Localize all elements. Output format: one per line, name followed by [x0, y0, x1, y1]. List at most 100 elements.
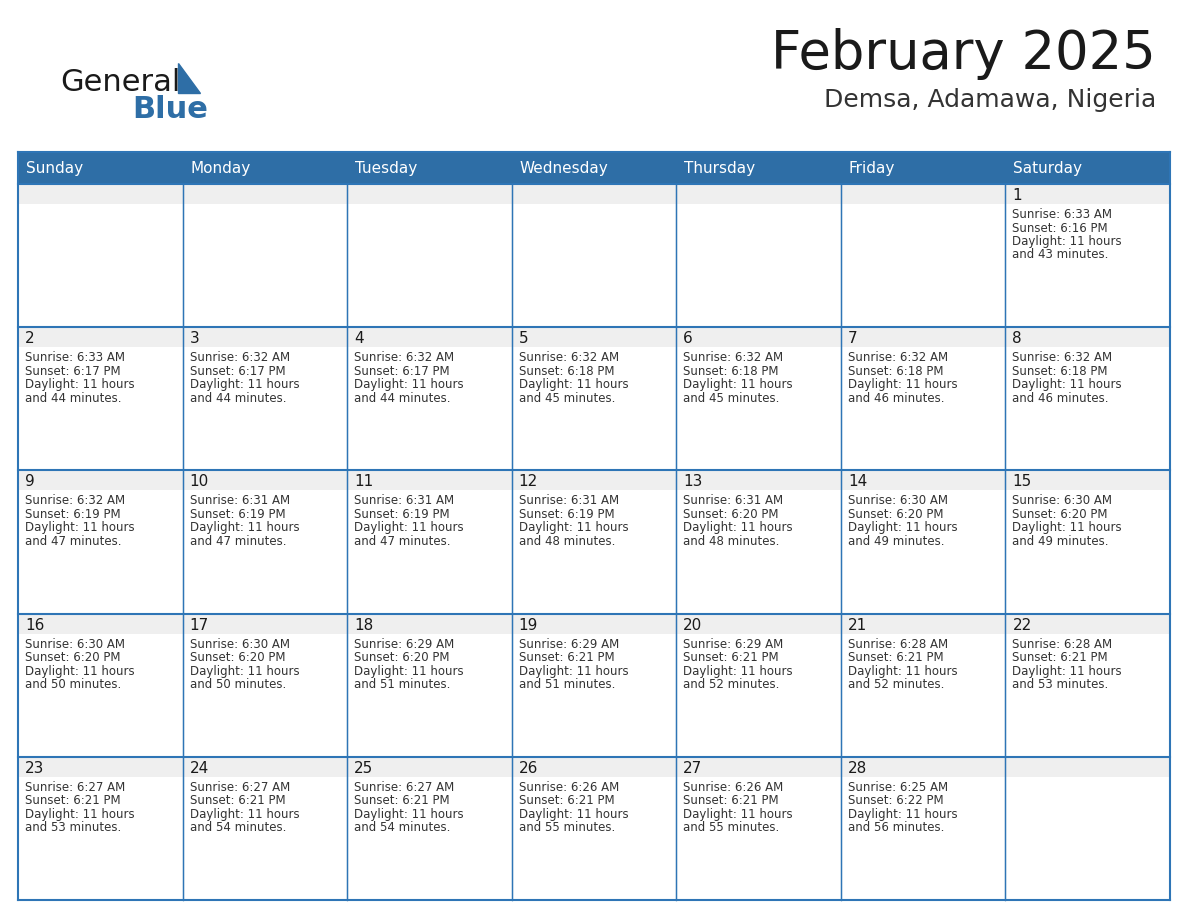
Text: 13: 13 [683, 475, 702, 489]
Bar [183, 613, 347, 633]
Bar [347, 756, 512, 777]
Text: Daylight: 11 hours: Daylight: 11 hours [190, 521, 299, 534]
Bar [512, 756, 676, 777]
Text: Sunrise: 6:33 AM: Sunrise: 6:33 AM [25, 352, 125, 364]
Text: Sunset: 6:21 PM: Sunset: 6:21 PM [683, 794, 779, 807]
Text: 9: 9 [25, 475, 34, 489]
Text: 10: 10 [190, 475, 209, 489]
Text: and 45 minutes.: and 45 minutes. [519, 392, 615, 405]
Text: Sunrise: 6:25 AM: Sunrise: 6:25 AM [848, 781, 948, 794]
Text: Sunrise: 6:28 AM: Sunrise: 6:28 AM [1012, 638, 1112, 651]
Bar [183, 327, 347, 470]
Bar [347, 327, 512, 470]
Bar [347, 470, 512, 490]
Bar [512, 470, 676, 490]
Text: Sunrise: 6:31 AM: Sunrise: 6:31 AM [354, 495, 454, 508]
Text: and 48 minutes.: and 48 minutes. [683, 535, 779, 548]
Bar [347, 327, 512, 347]
Bar [1005, 756, 1170, 777]
Text: Sunset: 6:17 PM: Sunset: 6:17 PM [354, 364, 450, 377]
Text: Sunrise: 6:30 AM: Sunrise: 6:30 AM [190, 638, 290, 651]
Text: Daylight: 11 hours: Daylight: 11 hours [683, 665, 792, 677]
Text: Sunrise: 6:32 AM: Sunrise: 6:32 AM [848, 352, 948, 364]
Text: Sunset: 6:18 PM: Sunset: 6:18 PM [683, 364, 779, 377]
Bar [183, 470, 347, 490]
Text: Sunrise: 6:26 AM: Sunrise: 6:26 AM [519, 781, 619, 794]
Bar [841, 470, 1005, 490]
Text: Sunrise: 6:26 AM: Sunrise: 6:26 AM [683, 781, 784, 794]
Bar [512, 327, 676, 470]
Text: 8: 8 [1012, 331, 1022, 346]
Text: Daylight: 11 hours: Daylight: 11 hours [354, 378, 463, 391]
Bar [841, 327, 1005, 347]
Bar [1005, 613, 1170, 633]
Text: 17: 17 [190, 618, 209, 633]
Text: Sunset: 6:20 PM: Sunset: 6:20 PM [354, 651, 449, 664]
Text: Daylight: 11 hours: Daylight: 11 hours [25, 521, 134, 534]
Text: Daylight: 11 hours: Daylight: 11 hours [25, 378, 134, 391]
Text: Sunrise: 6:27 AM: Sunrise: 6:27 AM [25, 781, 125, 794]
Text: Sunset: 6:20 PM: Sunset: 6:20 PM [683, 508, 779, 521]
Text: Sunrise: 6:27 AM: Sunrise: 6:27 AM [190, 781, 290, 794]
Text: and 49 minutes.: and 49 minutes. [848, 535, 944, 548]
Text: Sunset: 6:17 PM: Sunset: 6:17 PM [190, 364, 285, 377]
Text: Sunset: 6:19 PM: Sunset: 6:19 PM [190, 508, 285, 521]
Bar [347, 613, 512, 756]
Text: Daylight: 11 hours: Daylight: 11 hours [190, 665, 299, 677]
Text: Sunset: 6:21 PM: Sunset: 6:21 PM [1012, 651, 1108, 664]
Text: Sunrise: 6:29 AM: Sunrise: 6:29 AM [683, 638, 784, 651]
Text: Sunset: 6:18 PM: Sunset: 6:18 PM [519, 364, 614, 377]
Text: Sunrise: 6:27 AM: Sunrise: 6:27 AM [354, 781, 454, 794]
Bar [183, 327, 347, 347]
Bar [18, 152, 1170, 184]
Text: and 50 minutes.: and 50 minutes. [25, 678, 121, 691]
Text: Saturday: Saturday [1013, 161, 1082, 175]
Text: 15: 15 [1012, 475, 1031, 489]
Bar [676, 756, 841, 900]
Text: Daylight: 11 hours: Daylight: 11 hours [848, 665, 958, 677]
Bar [18, 756, 183, 900]
Text: Sunrise: 6:30 AM: Sunrise: 6:30 AM [848, 495, 948, 508]
Text: 2: 2 [25, 331, 34, 346]
Text: Sunrise: 6:32 AM: Sunrise: 6:32 AM [25, 495, 125, 508]
Text: and 51 minutes.: and 51 minutes. [354, 678, 450, 691]
Polygon shape [178, 63, 200, 93]
Text: Daylight: 11 hours: Daylight: 11 hours [848, 521, 958, 534]
Text: Sunset: 6:18 PM: Sunset: 6:18 PM [848, 364, 943, 377]
Bar [676, 613, 841, 756]
Bar [512, 470, 676, 613]
Text: Sunset: 6:21 PM: Sunset: 6:21 PM [519, 794, 614, 807]
Text: and 54 minutes.: and 54 minutes. [190, 822, 286, 834]
Bar [512, 184, 676, 204]
Text: and 49 minutes.: and 49 minutes. [1012, 535, 1108, 548]
Text: 11: 11 [354, 475, 373, 489]
Text: Demsa, Adamawa, Nigeria: Demsa, Adamawa, Nigeria [823, 88, 1156, 112]
Text: Daylight: 11 hours: Daylight: 11 hours [683, 378, 792, 391]
Text: Sunrise: 6:31 AM: Sunrise: 6:31 AM [519, 495, 619, 508]
Text: 4: 4 [354, 331, 364, 346]
Text: Sunrise: 6:32 AM: Sunrise: 6:32 AM [519, 352, 619, 364]
Text: Sunset: 6:18 PM: Sunset: 6:18 PM [1012, 364, 1108, 377]
Text: and 46 minutes.: and 46 minutes. [1012, 392, 1108, 405]
Bar [18, 184, 183, 327]
Bar [183, 756, 347, 777]
Text: Sunset: 6:20 PM: Sunset: 6:20 PM [190, 651, 285, 664]
Text: 26: 26 [519, 761, 538, 776]
Text: Daylight: 11 hours: Daylight: 11 hours [519, 378, 628, 391]
Text: and 56 minutes.: and 56 minutes. [848, 822, 944, 834]
Bar [183, 470, 347, 613]
Bar [347, 613, 512, 633]
Text: 22: 22 [1012, 618, 1031, 633]
Text: and 47 minutes.: and 47 minutes. [25, 535, 121, 548]
Text: Daylight: 11 hours: Daylight: 11 hours [354, 521, 463, 534]
Text: Daylight: 11 hours: Daylight: 11 hours [354, 808, 463, 821]
Bar [512, 613, 676, 633]
Text: Daylight: 11 hours: Daylight: 11 hours [683, 808, 792, 821]
Bar [183, 756, 347, 900]
Bar [18, 470, 183, 613]
Text: Daylight: 11 hours: Daylight: 11 hours [1012, 235, 1121, 248]
Bar [676, 613, 841, 633]
Text: and 52 minutes.: and 52 minutes. [848, 678, 944, 691]
Bar [18, 613, 183, 756]
Bar [676, 184, 841, 327]
